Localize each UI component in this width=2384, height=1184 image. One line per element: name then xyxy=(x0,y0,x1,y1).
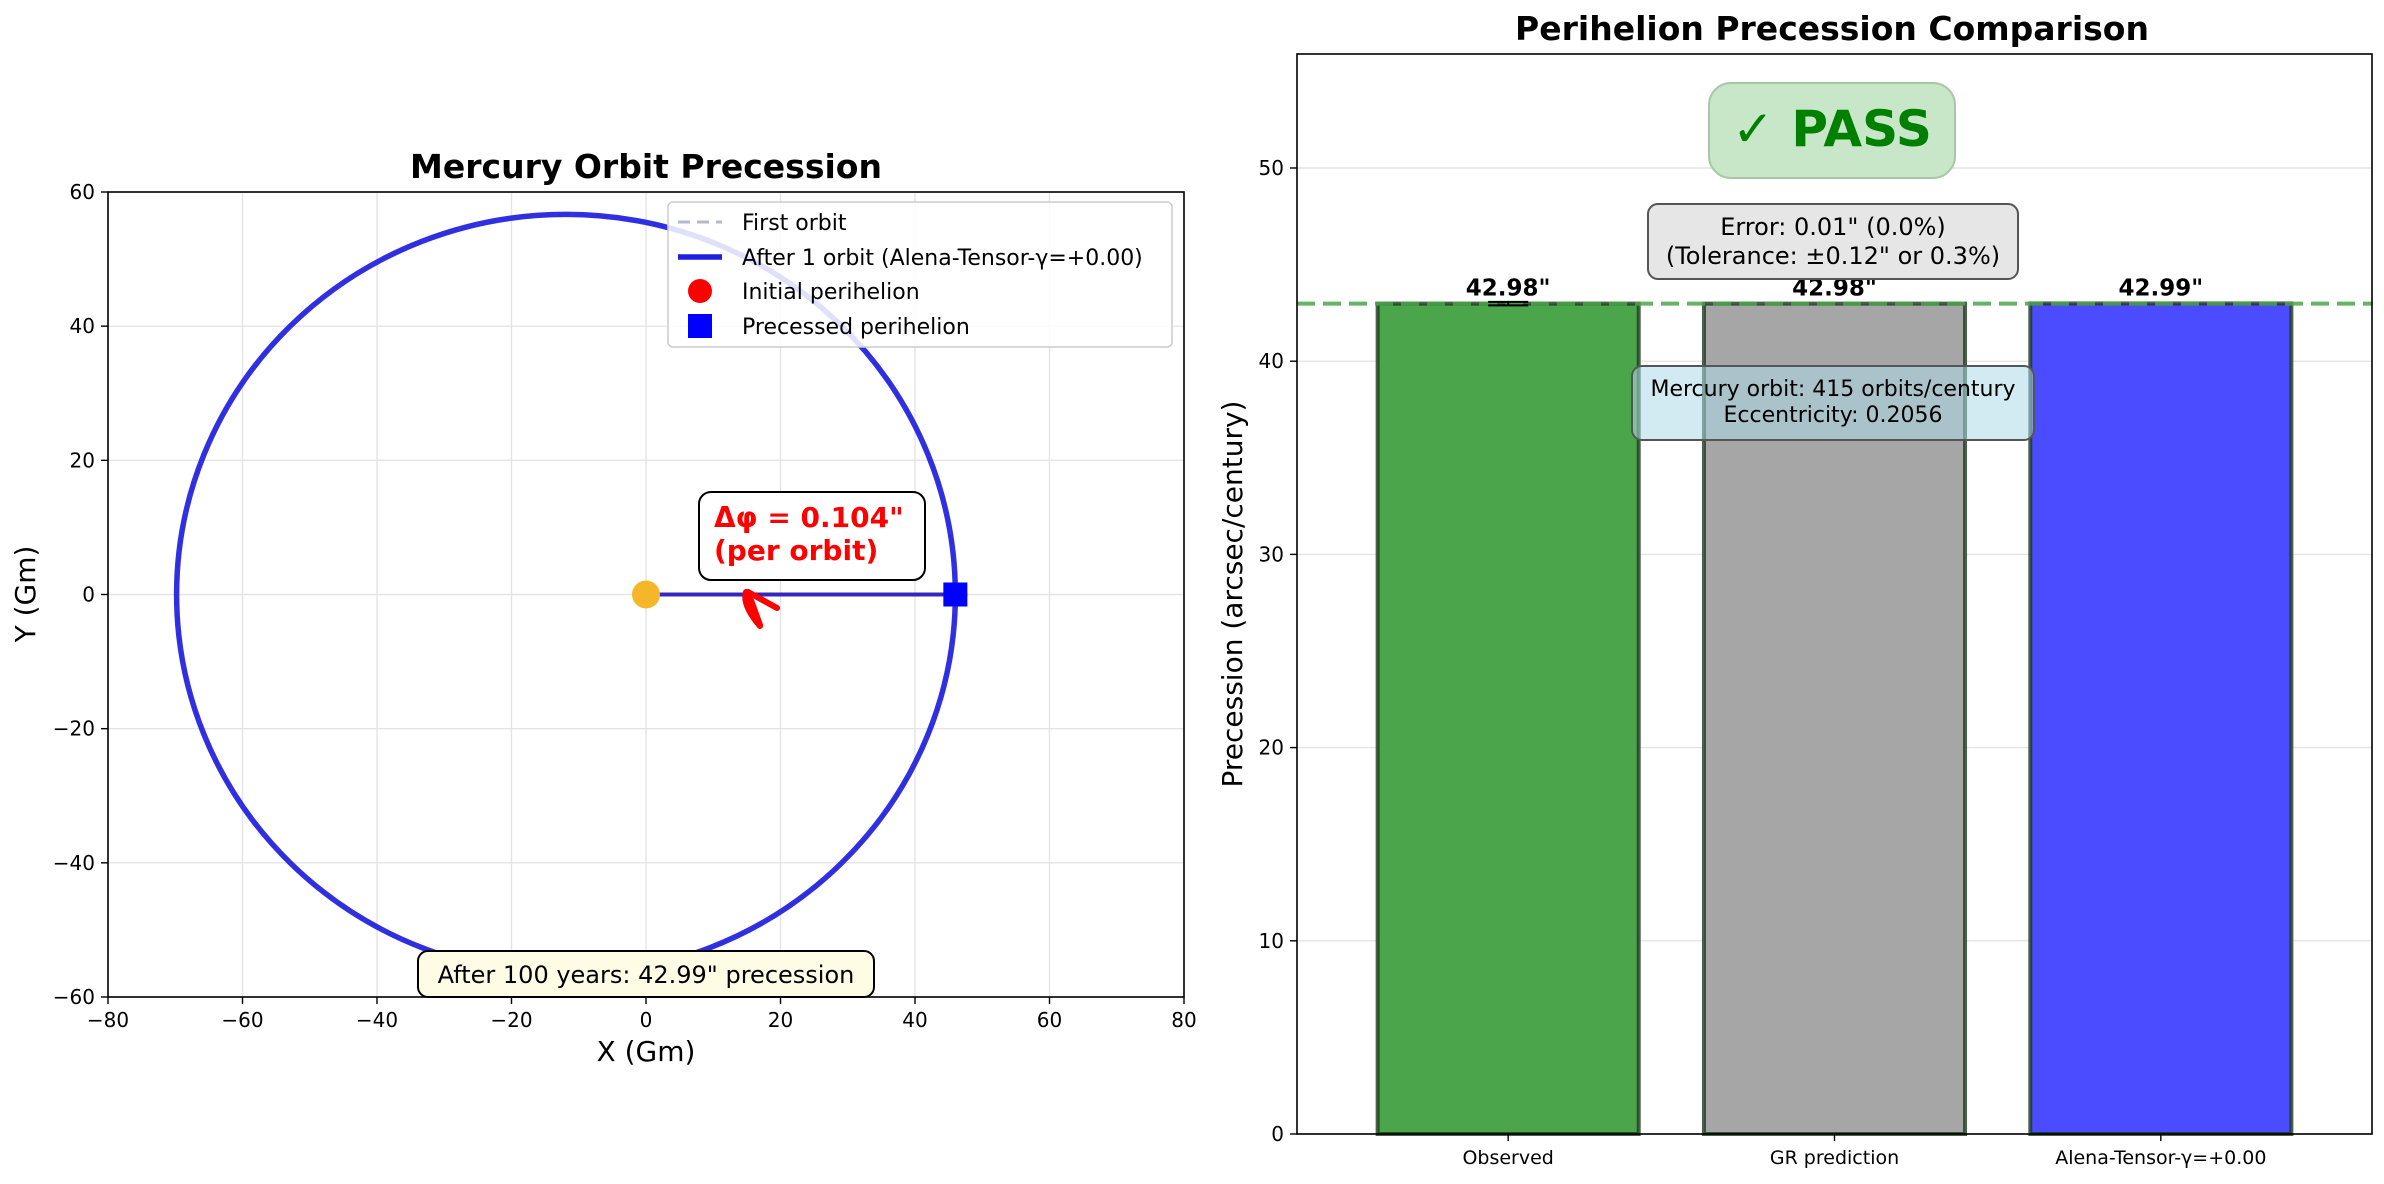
y-tick-label: 10 xyxy=(1259,929,1284,953)
y-tick-label: 40 xyxy=(70,314,95,338)
y-tick-label: −60 xyxy=(53,985,95,1009)
legend-first-orbit-label: First orbit xyxy=(742,211,847,236)
legend-initial-perihelion-label: Initial perihelion xyxy=(742,280,920,305)
error-text: Error: 0.01" (0.0%) xyxy=(1720,213,1946,241)
orbits-per-century-text: Mercury orbit: 415 orbits/century xyxy=(1650,377,2015,402)
bar-value-label: 42.99" xyxy=(2118,275,2203,301)
y-tick-label: 20 xyxy=(1259,736,1284,760)
x-tick-label: Observed xyxy=(1462,1147,1553,1169)
x-tick-label: 0 xyxy=(640,1008,653,1032)
x-tick-label: −20 xyxy=(490,1008,532,1032)
x-tick-label: 20 xyxy=(768,1008,793,1032)
y-tick-label: 0 xyxy=(1271,1122,1284,1146)
x-tick-label: −60 xyxy=(221,1008,263,1032)
legend-after-orbit-label: After 1 orbit (Alena-Tensor-γ=+0.00) xyxy=(742,246,1143,271)
x-tick-label: GR prediction xyxy=(1770,1147,1899,1169)
precessed-perihelion-marker xyxy=(943,582,968,607)
eccentricity-text: Eccentricity: 0.2056 xyxy=(1724,403,1943,428)
y-tick-label: 0 xyxy=(82,583,95,607)
x-tick-label: 80 xyxy=(1171,1008,1196,1032)
orbit-info-annotation: Mercury orbit: 415 orbits/century Eccent… xyxy=(1631,365,2035,441)
y-tick-label: 40 xyxy=(1259,349,1284,373)
bar-chart-ticks: 0 10 20 30 40 50 Observed GR prediction Alena-Te… xyxy=(1259,156,2267,1169)
per-orbit-text: (per orbit) xyxy=(714,534,878,567)
delta-phi-text: Δφ = 0.104" xyxy=(714,501,904,534)
precession-bar-chart: Perihelion Precession Comparison 42.98" 4… xyxy=(1216,9,2373,1169)
bar-chart-title: Perihelion Precession Comparison xyxy=(1515,9,2149,48)
bar-series xyxy=(1375,301,2294,1137)
bar xyxy=(1375,301,1641,1136)
y-tick-label: 20 xyxy=(70,448,95,472)
legend-initial-perihelion-swatch xyxy=(688,279,712,303)
orbit-y-axis-label: Y (Gm) xyxy=(9,546,42,644)
y-tick-label: −40 xyxy=(53,851,95,875)
sun-marker xyxy=(632,580,660,609)
x-tick-label: Alena-Tensor-γ=+0.00 xyxy=(2055,1147,2266,1169)
x-tick-label: 40 xyxy=(902,1008,927,1032)
hundred-year-note: After 100 years: 42.99" precession xyxy=(417,950,875,998)
pass-status-text: ✓ PASS xyxy=(1732,100,1932,158)
hundred-year-note-text: After 100 years: 42.99" precession xyxy=(438,961,855,989)
orbit-legend: First orbit After 1 orbit (Alena-Tensor-… xyxy=(667,201,1173,348)
precession-arrow xyxy=(742,589,780,629)
y-tick-label: 30 xyxy=(1259,542,1284,566)
delta-phi-annotation: Δφ = 0.104" (per orbit) xyxy=(698,491,926,581)
x-tick-label: −80 xyxy=(87,1008,129,1032)
legend-precessed-perihelion-label: Precessed perihelion xyxy=(742,315,970,340)
y-tick-label: −20 xyxy=(53,717,95,741)
y-tick-label: 60 xyxy=(70,180,95,204)
bar-value-label: 42.98" xyxy=(1466,276,1551,302)
bar xyxy=(1701,301,1968,1136)
tolerance-text: (Tolerance: ±0.12" or 0.3%) xyxy=(1666,242,2000,270)
bar xyxy=(2028,301,2294,1137)
x-tick-label: −40 xyxy=(356,1008,398,1032)
legend-precessed-perihelion-swatch xyxy=(688,314,712,338)
orbit-chart: Mercury Orbit Precession Δφ = 0.104" (pe… xyxy=(9,147,1197,1068)
y-tick-label: 50 xyxy=(1259,156,1284,180)
orbit-chart-title: Mercury Orbit Precession xyxy=(410,147,882,186)
observed-error-bar xyxy=(1488,300,1529,307)
x-tick-label: 60 xyxy=(1037,1008,1062,1032)
pass-status-badge: ✓ PASS xyxy=(1708,82,1956,179)
error-annotation: Error: 0.01" (0.0%) (Tolerance: ±0.12" o… xyxy=(1647,203,2019,280)
bar-y-axis-label: Precession (arcsec/century) xyxy=(1216,401,1249,788)
orbit-x-axis-label: X (Gm) xyxy=(597,1035,696,1068)
